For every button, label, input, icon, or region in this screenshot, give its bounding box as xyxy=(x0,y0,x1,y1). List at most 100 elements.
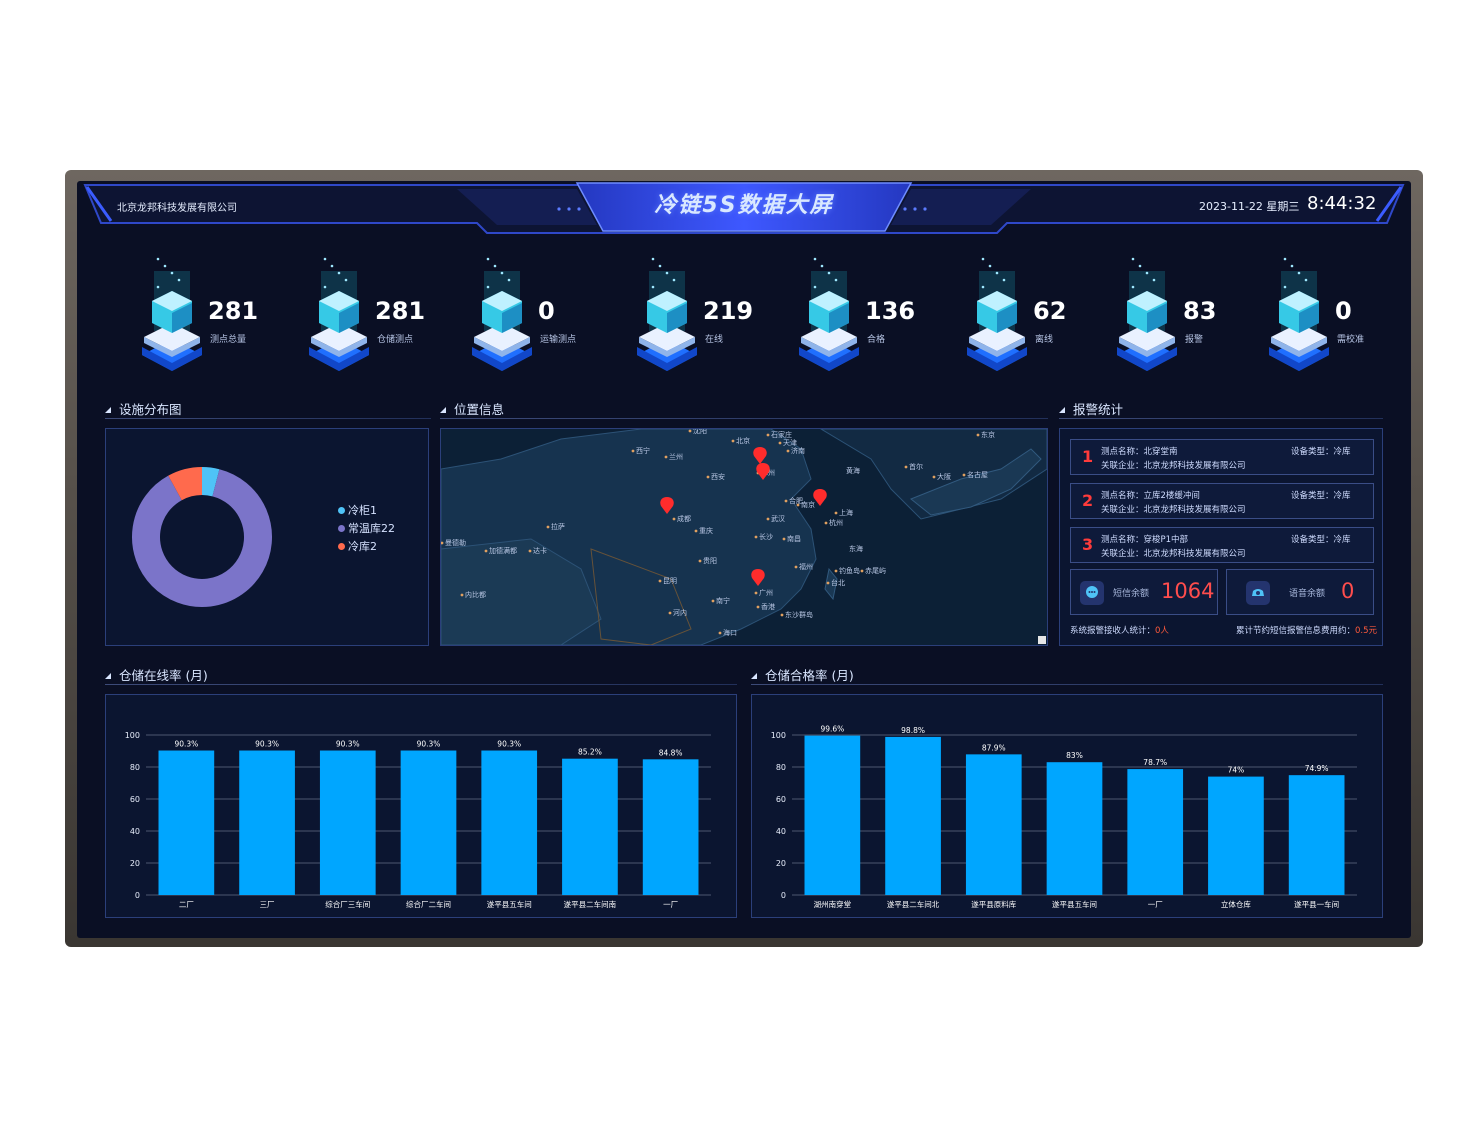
location-marker-icon[interactable] xyxy=(660,497,674,514)
bar[interactable] xyxy=(481,750,538,895)
bar[interactable] xyxy=(562,758,618,895)
map-place-label: 达卡 xyxy=(533,546,547,555)
map-place-label: 内比都 xyxy=(465,590,486,599)
legend-item-cold-cabinet[interactable]: 冷柜1 xyxy=(338,502,377,518)
bar[interactable] xyxy=(804,735,861,895)
alarm-point-name: 测点名称：北穿堂南 xyxy=(1101,447,1178,457)
bar-data-label: 98.8% xyxy=(901,726,925,735)
alarm-item[interactable]: 2 测点名称：立库2楼缓冲间 关联企业：北京龙邦科技发展有限公司 设备类型：冷库 xyxy=(1070,483,1374,519)
donut-slice-cold-storage[interactable] xyxy=(168,467,203,501)
map-place-label: 钓鱼岛 xyxy=(839,566,860,575)
stat-label: 报警 xyxy=(1185,335,1204,345)
y-tick-label: 0 xyxy=(135,891,140,900)
bar-data-label: 90.3% xyxy=(497,740,521,749)
map-place-label: 贵阳 xyxy=(703,556,717,565)
bar[interactable] xyxy=(239,750,295,895)
stat-value: 0 xyxy=(1335,297,1352,325)
bar[interactable] xyxy=(1127,769,1184,895)
donut-slice-normal-storage[interactable] xyxy=(132,469,272,607)
alarm-device-type: 设备类型：冷库 xyxy=(1291,447,1351,457)
legend-item-cold-storage[interactable]: 冷库2 xyxy=(338,538,377,554)
sms-balance-card: 短信余额 1064 xyxy=(1070,569,1218,615)
stat-label: 测点总量 xyxy=(210,335,247,345)
stat-label: 合格 xyxy=(867,335,886,345)
x-tick-label: 综合厂三车间 xyxy=(325,899,370,909)
receivers-value: 0人 xyxy=(1155,626,1169,636)
section-title-alarm: 报警统计 xyxy=(1059,399,1123,418)
offline-icon xyxy=(967,257,1027,371)
bar[interactable] xyxy=(642,759,699,895)
y-tick-label: 80 xyxy=(776,763,786,772)
stat-card: 136 合格 xyxy=(789,251,939,381)
section-divider xyxy=(105,418,431,419)
map-place-label: 济南 xyxy=(791,446,805,455)
y-tick-label: 40 xyxy=(130,827,140,836)
bar[interactable] xyxy=(158,750,215,895)
phone-icon xyxy=(1246,581,1270,605)
map-place-label: 东京 xyxy=(981,430,995,439)
y-tick-label: 20 xyxy=(776,859,786,868)
map-labels: 沈阳石家庄北京天津济南郑州西宁兰州西安合肥南京上海杭州武汉成都重庆长沙南昌福州台… xyxy=(441,429,995,637)
legend-label: 冷柜1 xyxy=(348,504,377,517)
map-place-label: 长沙 xyxy=(759,532,773,541)
stat-value: 281 xyxy=(375,297,426,325)
location-marker-icon[interactable] xyxy=(753,447,767,464)
map-place-label: 石家庄 xyxy=(771,430,792,439)
section-divider xyxy=(751,684,1383,685)
alarm-point-name: 测点名称：穿梭P1中部 xyxy=(1101,535,1189,545)
legend-item-normal-storage[interactable]: 常温库22 xyxy=(338,520,395,536)
stat-value: 136 xyxy=(865,297,916,325)
map-expand-icon[interactable] xyxy=(1038,636,1046,644)
section-title-facility: 设施分布图 xyxy=(105,399,182,418)
stat-card: 83 报警 xyxy=(1107,251,1257,381)
donut-slice-cold-cabinet[interactable] xyxy=(201,467,220,497)
bar[interactable] xyxy=(1288,775,1345,895)
china-map[interactable]: 沈阳石家庄北京天津济南郑州西宁兰州西安合肥南京上海杭州武汉成都重庆长沙南昌福州台… xyxy=(441,429,1047,645)
location-marker-icon[interactable] xyxy=(751,569,765,586)
section-title-qualified-rate: 仓储合格率 (月) xyxy=(751,665,854,684)
alarm-number: 2 xyxy=(1082,491,1094,510)
legend-label: 冷库2 xyxy=(348,540,377,553)
alarm-device-type: 设备类型：冷库 xyxy=(1291,491,1351,501)
location-marker-icon[interactable] xyxy=(813,489,827,506)
wrench-icon xyxy=(1269,257,1329,371)
map-panel[interactable]: 沈阳石家庄北京天津济南郑州西宁兰州西安合肥南京上海杭州武汉成都重庆长沙南昌福州台… xyxy=(440,428,1048,646)
bar[interactable] xyxy=(319,750,376,895)
page-title: 冷链5S数据大屏 xyxy=(654,193,834,218)
location-marker-icon[interactable] xyxy=(756,463,770,480)
alarm-panel: 1 测点名称：北穿堂南 关联企业：北京龙邦科技发展有限公司 设备类型：冷库 2 … xyxy=(1059,428,1383,646)
map-place-label: 沈阳 xyxy=(693,429,707,435)
section-divider xyxy=(105,684,737,685)
map-place-label: 广州 xyxy=(759,588,773,597)
x-tick-label: 三厂 xyxy=(260,900,275,909)
bar[interactable] xyxy=(885,736,941,895)
voice-balance-label: 语音余额 xyxy=(1289,589,1326,599)
bar[interactable] xyxy=(1046,762,1103,895)
stat-label: 仓储测点 xyxy=(377,335,414,345)
saved-cost-stat: 累计节约短信报警信息费用约：0.5元 xyxy=(1236,624,1377,636)
map-place-label: 东沙群岛 xyxy=(785,610,813,619)
stat-label: 在线 xyxy=(705,335,724,345)
cloud-icon xyxy=(637,257,697,371)
map-place-label: 上海 xyxy=(839,508,853,517)
y-tick-label: 100 xyxy=(771,731,786,740)
y-tick-label: 0 xyxy=(781,891,786,900)
x-tick-label: 一厂 xyxy=(663,900,678,909)
map-place-label: 重庆 xyxy=(699,526,713,535)
data-cubes-icon xyxy=(142,257,202,371)
map-place-label: 武汉 xyxy=(771,514,785,523)
stat-value: 281 xyxy=(208,297,259,325)
dashboard-screen: 北京龙邦科技发展有限公司 冷链5S数据大屏 2023-11-22 星期三 8:4… xyxy=(77,181,1411,938)
alarm-item[interactable]: 3 测点名称：穿梭P1中部 关联企业：北京龙邦科技发展有限公司 设备类型：冷库 xyxy=(1070,527,1374,563)
map-place-label: 西宁 xyxy=(636,446,650,455)
warehouse-icon xyxy=(309,257,369,371)
map-place-label: 杭州 xyxy=(829,518,843,527)
map-place-label: 西安 xyxy=(711,472,725,481)
bar[interactable] xyxy=(1208,776,1264,895)
voice-balance-value: 0 xyxy=(1341,579,1355,603)
alarm-company: 关联企业：北京龙邦科技发展有限公司 xyxy=(1101,549,1246,559)
bar[interactable] xyxy=(965,754,1022,895)
bar-data-label: 90.3% xyxy=(336,740,360,749)
bar[interactable] xyxy=(400,750,457,895)
alarm-item[interactable]: 1 测点名称：北穿堂南 关联企业：北京龙邦科技发展有限公司 设备类型：冷库 xyxy=(1070,439,1374,475)
